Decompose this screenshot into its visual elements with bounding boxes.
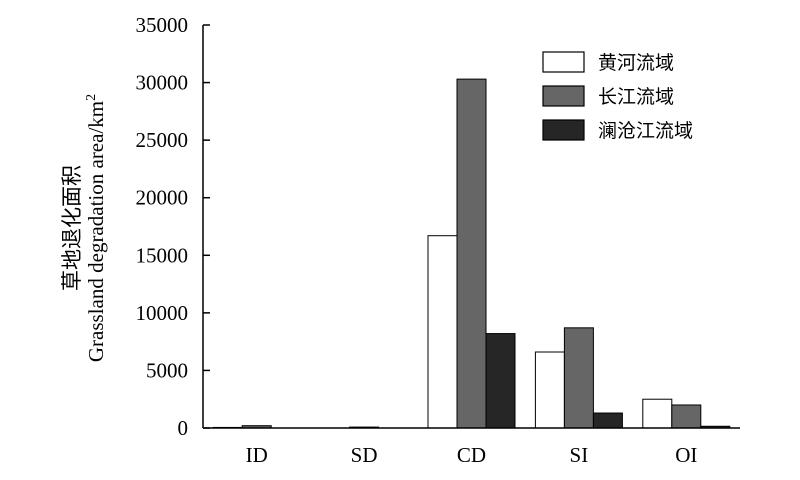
y-tick-label: 0 bbox=[178, 416, 189, 440]
bar-si-series-3 bbox=[592, 412, 623, 429]
bars-layer bbox=[212, 78, 731, 429]
legend-label: 长江流域 bbox=[598, 86, 674, 108]
y-tick-label: 10000 bbox=[136, 301, 189, 325]
y-tick-label: 20000 bbox=[136, 186, 189, 210]
y-axis-title-en: Grassland degradation area/km bbox=[84, 101, 108, 362]
y-tick-label: 5000 bbox=[146, 358, 188, 382]
legend-swatch bbox=[542, 119, 585, 141]
x-tick-label: SD bbox=[351, 443, 378, 467]
axes-layer bbox=[202, 25, 740, 429]
legend-swatch bbox=[542, 51, 585, 73]
bar-cd-series-2 bbox=[456, 78, 487, 429]
legend-swatch bbox=[542, 85, 585, 107]
x-tick-label: CD bbox=[457, 443, 486, 467]
x-ticks: ID SD CD SI OI bbox=[246, 443, 698, 467]
bar-si-series-2 bbox=[563, 327, 594, 429]
y-axis-title-sup: 2 bbox=[84, 94, 99, 101]
y-axis-title-cn: 草地退化面积 bbox=[60, 165, 84, 291]
y-tick-label: 30000 bbox=[136, 71, 189, 95]
legend-label: 澜沧江流域 bbox=[598, 120, 693, 142]
y-tick-label: 25000 bbox=[136, 128, 189, 152]
bar-oi-series-1 bbox=[642, 398, 673, 429]
y-axis-title-english: Grassland degradation area/km2 bbox=[84, 94, 108, 362]
y-ticks: 0 5000 10000 15000 20000 25000 30000 35000 bbox=[136, 13, 210, 440]
y-tick-label: 15000 bbox=[136, 243, 189, 267]
bar-oi-series-2 bbox=[671, 404, 702, 429]
bar-cd-series-3 bbox=[485, 333, 516, 429]
x-tick-label: ID bbox=[246, 443, 268, 467]
y-tick-label: 35000 bbox=[136, 13, 189, 37]
x-tick-label: OI bbox=[675, 443, 697, 467]
legend-label: 黄河流域 bbox=[598, 52, 674, 74]
bar-si-series-1 bbox=[534, 351, 565, 429]
x-tick-label: SI bbox=[570, 443, 589, 467]
y-axis-title-en-group: Grassland degradation area/km2 bbox=[84, 94, 108, 362]
bar-cd-series-1 bbox=[427, 235, 458, 429]
y-axis-title: 草地退化面积 bbox=[60, 165, 84, 291]
